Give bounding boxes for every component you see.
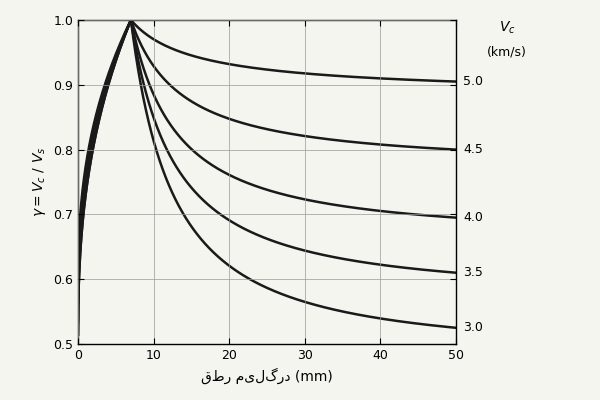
Text: 4.5: 4.5	[463, 143, 483, 156]
Y-axis label: $\gamma = V_c\ /\ V_s$: $\gamma = V_c\ /\ V_s$	[31, 147, 47, 217]
Text: 3.0: 3.0	[463, 321, 483, 334]
Text: 5.0: 5.0	[463, 75, 483, 88]
Text: 4.0: 4.0	[463, 211, 483, 224]
Text: (km/s): (km/s)	[487, 46, 527, 58]
X-axis label: قطر میلگرد (mm): قطر میلگرد (mm)	[201, 368, 333, 384]
Text: 3.5: 3.5	[463, 266, 483, 279]
Text: $V_c$: $V_c$	[499, 20, 515, 36]
